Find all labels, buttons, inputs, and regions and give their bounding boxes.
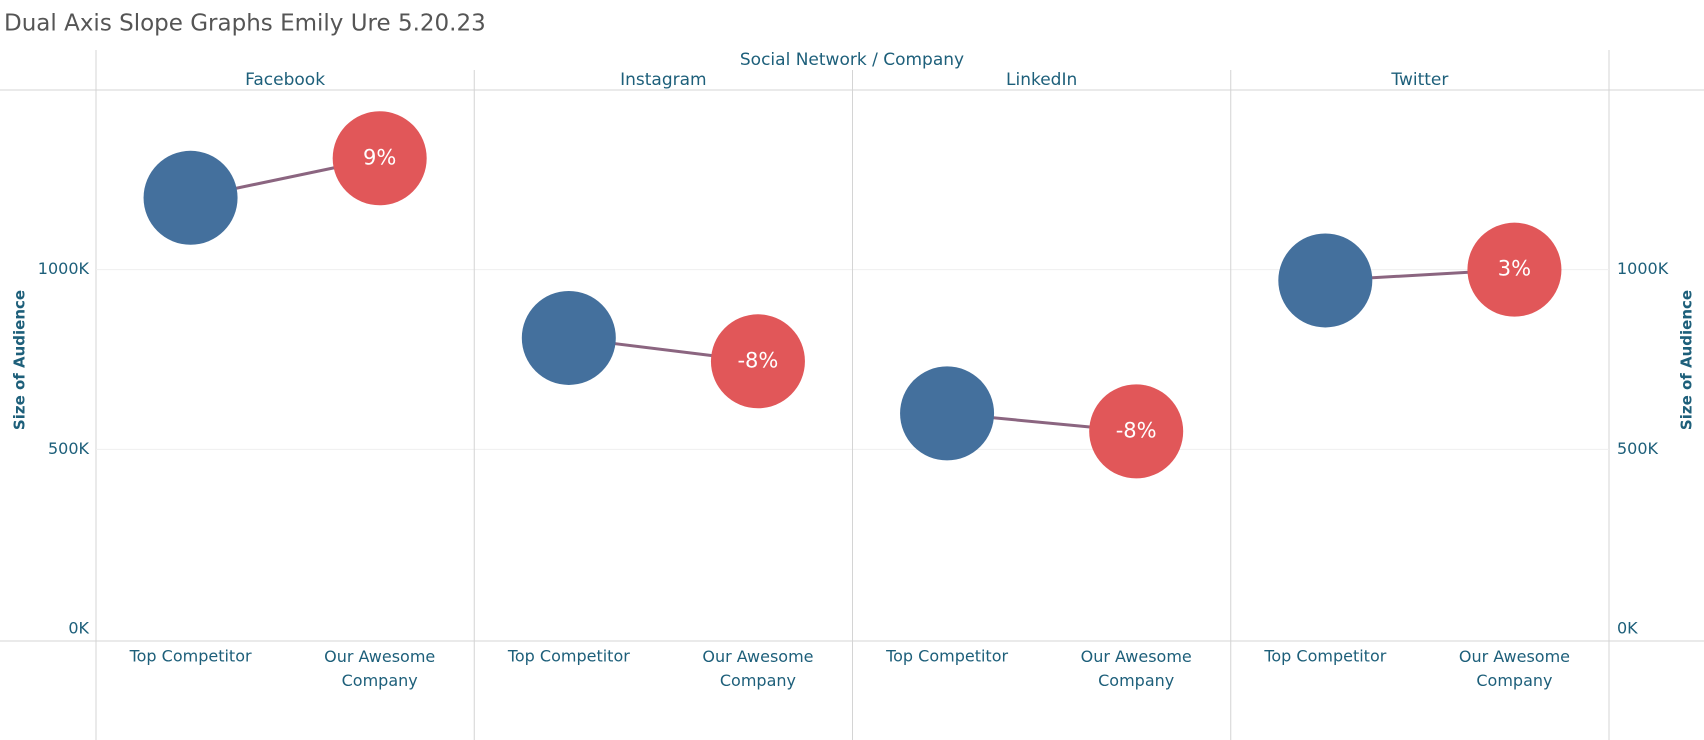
panel-label: LinkedIn [1006, 70, 1077, 90]
dot [1089, 384, 1184, 479]
column-header: Social Network / Company [740, 50, 964, 70]
dot [521, 290, 616, 385]
y2-axis-title: Size of Audience [1678, 290, 1696, 430]
panel-label: Twitter [1390, 70, 1448, 90]
data-label: 9% [363, 145, 396, 169]
y-axis-title: Size of Audience [11, 290, 29, 430]
x-category-label: Top Competitor [885, 647, 1008, 666]
x-category-label: Top Competitor [1263, 647, 1386, 666]
y-tick-label: 1000K [38, 259, 90, 278]
dot [900, 366, 995, 461]
dot [1278, 233, 1373, 328]
x-category-label: Our Awesome Company [1081, 647, 1192, 690]
chart-title: Dual Axis Slope Graphs Emily Ure 5.20.23 [4, 11, 486, 37]
y2-tick-label: 500K [1617, 439, 1659, 458]
panel-label: Instagram [620, 70, 707, 90]
panel-label: Facebook [245, 70, 325, 90]
dot [143, 150, 238, 245]
x-category-label: Top Competitor [507, 647, 630, 666]
x-category-label: Our Awesome Company [1459, 647, 1570, 690]
x-category-label: Our Awesome Company [324, 647, 435, 690]
data-label: -8% [1116, 418, 1157, 442]
y2-tick-label: 0K [1617, 619, 1638, 638]
y-tick-label: 0K [68, 619, 89, 638]
x-category-label: Our Awesome Company [702, 647, 813, 690]
dot [1467, 222, 1562, 317]
y2-tick-label: 1000K [1617, 259, 1669, 278]
data-label: 3% [1498, 257, 1531, 281]
y-tick-label: 500K [48, 439, 90, 458]
data-label: -8% [737, 348, 778, 372]
dot [332, 111, 427, 206]
dot [710, 314, 805, 409]
x-category-label: Top Competitor [129, 647, 252, 666]
